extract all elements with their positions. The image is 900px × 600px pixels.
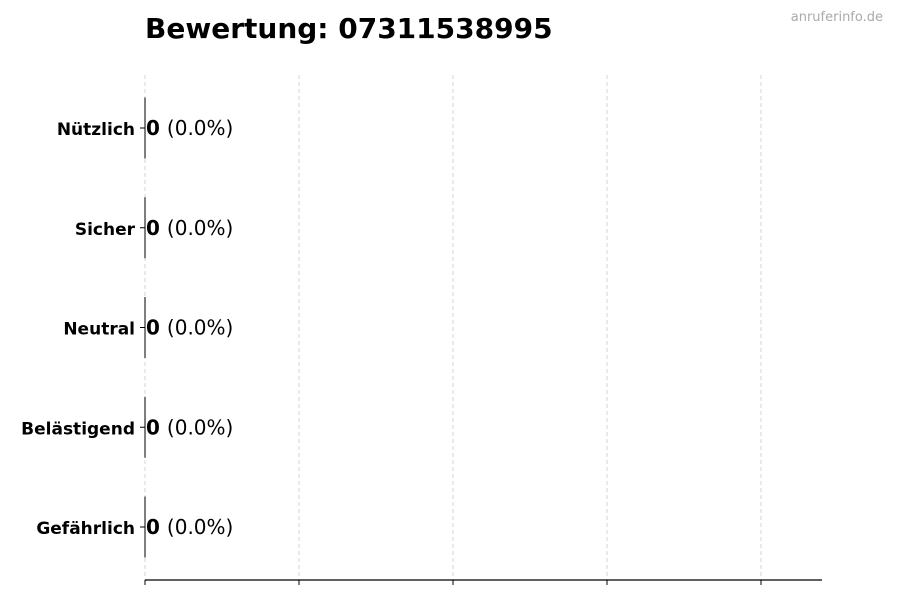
data-label: 0 (0.0%) bbox=[146, 515, 233, 539]
data-label: 0 (0.0%) bbox=[146, 116, 233, 140]
data-label-count: 0 bbox=[146, 316, 160, 340]
category-label: Neutral bbox=[63, 320, 135, 340]
watermark: anruferinfo.de bbox=[790, 10, 883, 25]
data-label-count: 0 bbox=[146, 116, 160, 140]
data-label-count: 0 bbox=[146, 216, 160, 240]
data-label-percent: (0.0%) bbox=[167, 415, 233, 439]
category-label: Gefährlich bbox=[36, 519, 135, 539]
category-label: Belästigend bbox=[21, 419, 135, 439]
data-label: 0 (0.0%) bbox=[146, 415, 233, 439]
data-label-count: 0 bbox=[146, 515, 160, 539]
data-label: 0 (0.0%) bbox=[146, 316, 233, 340]
data-label-percent: (0.0%) bbox=[167, 316, 233, 340]
data-label-count: 0 bbox=[146, 415, 160, 439]
data-label: 0 (0.0%) bbox=[146, 216, 233, 240]
chart-title: Bewertung: 07311538995 bbox=[145, 12, 553, 45]
data-label-percent: (0.0%) bbox=[167, 515, 233, 539]
category-label: Nützlich bbox=[57, 120, 135, 140]
data-label-percent: (0.0%) bbox=[167, 216, 233, 240]
data-label-percent: (0.0%) bbox=[167, 116, 233, 140]
category-label: Sicher bbox=[75, 220, 136, 240]
